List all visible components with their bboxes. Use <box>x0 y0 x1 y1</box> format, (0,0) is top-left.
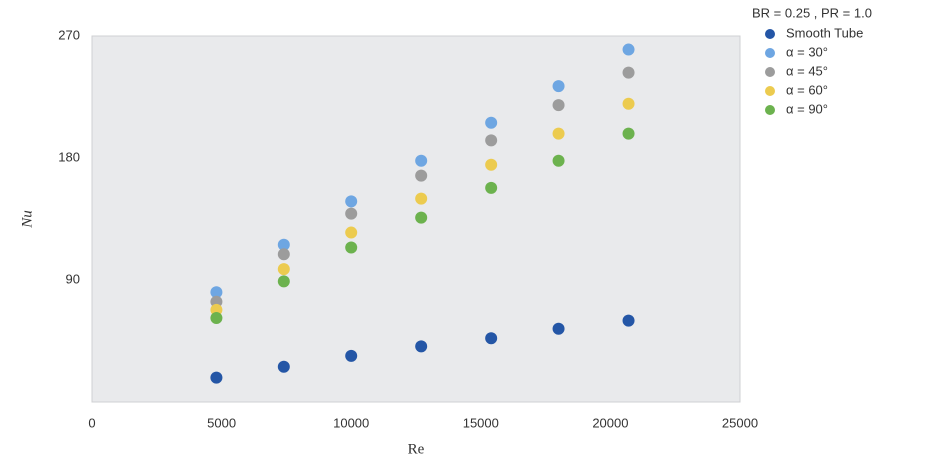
point <box>485 158 498 171</box>
point <box>622 43 635 56</box>
point <box>345 207 358 220</box>
legend-marker <box>765 67 775 77</box>
point <box>277 248 290 261</box>
x-axis-label: Re <box>408 441 425 457</box>
x-tick-label: 10000 <box>333 415 369 430</box>
point <box>210 286 223 299</box>
x-tick-label: 20000 <box>592 415 628 430</box>
x-tick-label: 0 <box>88 415 95 430</box>
point <box>552 322 565 335</box>
legend-label: α = 45° <box>786 63 828 78</box>
x-tick-label: 25000 <box>722 415 758 430</box>
point <box>552 99 565 112</box>
point <box>277 275 290 288</box>
y-tick-label: 270 <box>58 27 80 42</box>
legend-label: α = 30° <box>786 44 828 59</box>
point <box>552 80 565 93</box>
point <box>415 169 428 182</box>
legend-marker <box>765 48 775 58</box>
point <box>415 211 428 224</box>
point <box>415 340 428 353</box>
legend-marker <box>765 29 775 39</box>
y-axis-label: Nu <box>19 210 35 229</box>
point <box>277 263 290 276</box>
point <box>485 332 498 345</box>
point <box>415 192 428 205</box>
point <box>277 238 290 251</box>
legend-label: Smooth Tube <box>786 25 863 40</box>
point <box>485 134 498 147</box>
point <box>552 127 565 140</box>
point <box>277 360 290 373</box>
legend-marker <box>765 86 775 96</box>
point <box>210 371 223 384</box>
point <box>622 314 635 327</box>
x-tick-label: 15000 <box>463 415 499 430</box>
point <box>622 66 635 79</box>
point <box>485 181 498 194</box>
legend-marker <box>765 105 775 115</box>
point <box>345 226 358 239</box>
point <box>345 195 358 208</box>
y-tick-label: 180 <box>58 149 80 164</box>
point <box>345 349 358 362</box>
x-tick-label: 5000 <box>207 415 236 430</box>
legend-label: α = 90° <box>786 101 828 116</box>
point <box>415 154 428 167</box>
y-tick-label: 90 <box>66 271 80 286</box>
point <box>552 154 565 167</box>
legend-title: BR = 0.25 , PR = 1.0 <box>752 5 872 20</box>
point <box>345 241 358 254</box>
point <box>622 97 635 110</box>
legend-label: α = 60° <box>786 82 828 97</box>
point <box>210 311 223 324</box>
point <box>622 127 635 140</box>
point <box>485 116 498 129</box>
